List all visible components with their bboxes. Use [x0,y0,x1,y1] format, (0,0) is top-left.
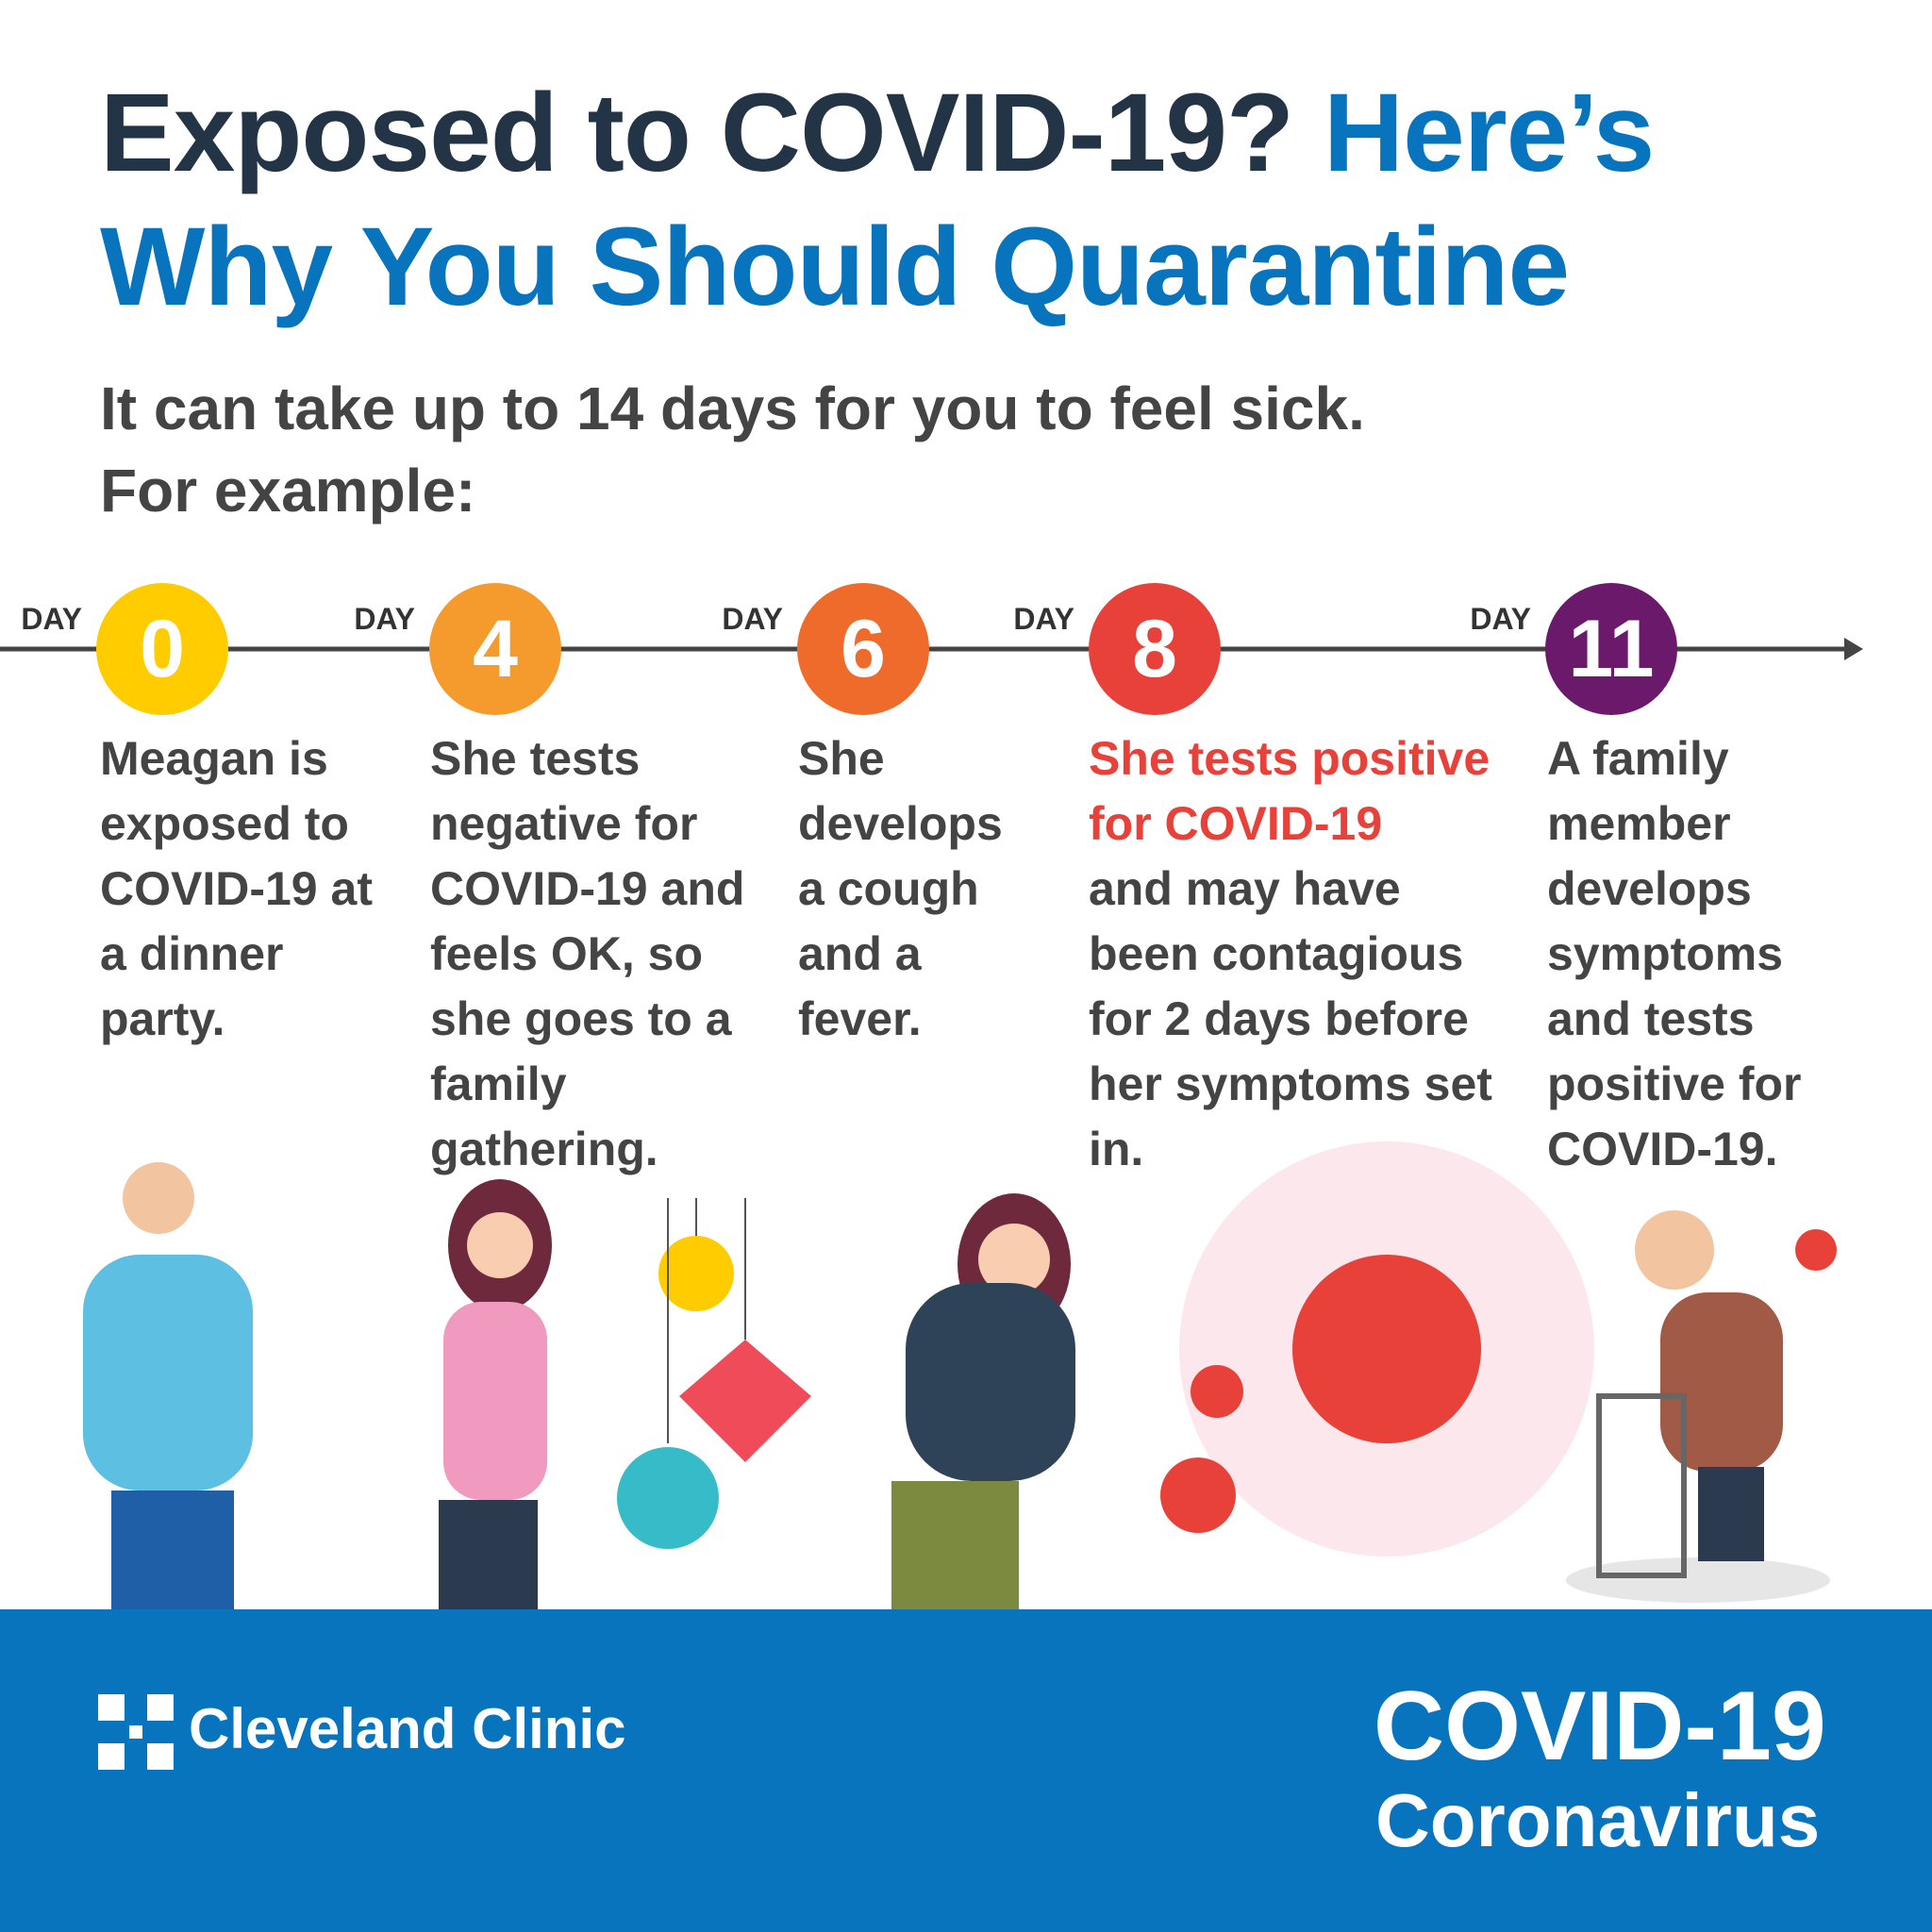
logo [98,1694,174,1770]
party-guest [83,1162,253,1609]
day-number: 8 [1089,583,1221,715]
event-description: She develops a cough and a fever. [798,732,1003,1045]
day-number: 0 [96,583,228,715]
subtitle: For example: [100,457,476,525]
badge-title: COVID-19 [1374,1672,1826,1781]
day-number: 6 [797,583,929,715]
badge-subtitle: Coronavirus [1375,1778,1821,1862]
event-text: She tests negative for COVID-19 and feel… [430,726,760,1182]
subtitle: It can take up to 14 days for you to fee… [100,375,1365,442]
day-number: 11 [1545,583,1677,715]
event-text: A family member develops symptoms and te… [1547,726,1830,1182]
event-highlight: She tests positive for COVID-19 [1089,732,1491,850]
event-text: She develops a cough and a fever. [798,726,1015,1052]
event-text: She tests positive for COVID-19 and may h… [1089,726,1504,1182]
day-label: DAY [354,602,415,636]
day-label: DAY [1013,602,1074,636]
day-number: 4 [429,583,561,715]
title: Exposed to COVID-19? Here’s Why You Shou… [100,66,1874,334]
event-description: She tests negative for COVID-19 and feel… [430,732,745,1175]
event-text: Meagan is exposed to COVID-19 at a dinne… [100,726,383,1052]
family-member [1566,1210,1830,1603]
virus [1160,1141,1837,1557]
coughing-woman [891,1193,1075,1609]
timeline-arrow [1844,638,1863,660]
title-blue: Here’s Why You Should Quarantine [100,71,1655,329]
day-label: DAY [1470,602,1531,636]
brand: Cleveland Clinic [189,1697,626,1760]
event-description: and may have been contagious for 2 days … [1089,862,1492,1175]
title-dark: Exposed to COVID-19? [100,71,1294,195]
meagan [439,1179,552,1609]
ornaments [617,1198,811,1549]
event-description: A family member develops symptoms and te… [1547,732,1802,1175]
day-label: DAY [21,602,82,636]
footer: Cleveland Clinic COVID-19 Coronavirus [0,1609,1932,1932]
event-description: Meagan is exposed to COVID-19 at a dinne… [100,732,373,1045]
day-label: DAY [722,602,783,636]
